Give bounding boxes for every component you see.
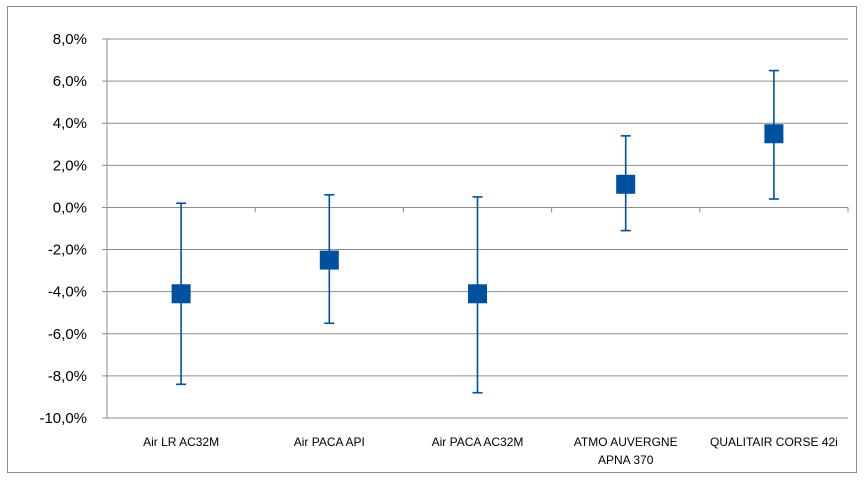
x-tick-label: Air LR AC32M [143, 435, 219, 449]
x-tick-label: QUALITAIR CORSE 42i [710, 435, 838, 449]
y-tick-label: -2,0% [48, 242, 87, 259]
data-point [319, 250, 339, 270]
y-tick-label: 6,0% [53, 73, 87, 90]
y-tick-labels: 8,0% 6,0% 4,0% 2,0% 0,0% -2,0% -4,0% -6,0% -8,0%… [39, 31, 87, 427]
data-point [616, 174, 636, 194]
y-tick-label: -4,0% [48, 284, 87, 301]
x-tick-label: Air PACA AC32M [432, 435, 524, 449]
x-tick-labels: Air LR AC32M Air PACA API Air PACA AC32M AT… [143, 435, 838, 467]
y-tick-label: 4,0% [53, 115, 87, 132]
data-point [468, 284, 487, 304]
axes [102, 38, 849, 419]
data-marks [171, 69, 784, 394]
y-tick-label: -6,0% [48, 326, 87, 343]
x-tick-label: ATMO AUVERGNE [574, 435, 678, 449]
y-tick-label: -10,0% [39, 410, 87, 427]
x-tick-label: Air PACA API [294, 435, 365, 449]
x-tick-label: APNA 370 [598, 453, 654, 467]
y-tick-label: -8,0% [48, 368, 87, 385]
chart-frame [7, 6, 857, 473]
y-tick-label: 8,0% [53, 31, 87, 48]
data-point [171, 284, 191, 304]
data-point [764, 124, 784, 144]
y-tick-label: 0,0% [53, 199, 87, 216]
y-tick-label: 2,0% [53, 157, 87, 174]
